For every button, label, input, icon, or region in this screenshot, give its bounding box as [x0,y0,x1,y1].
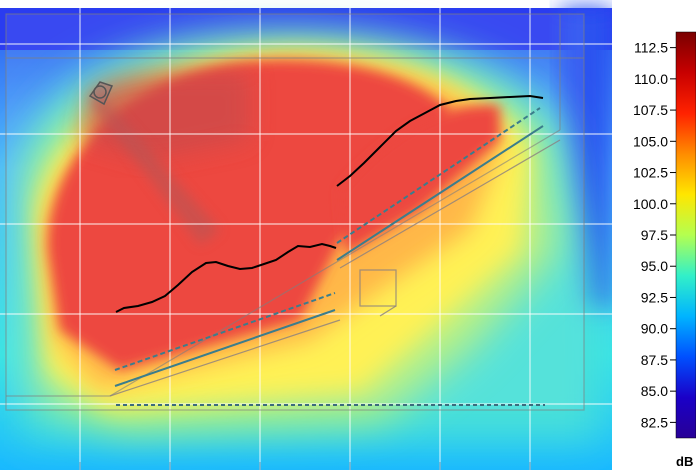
colorbar-tick-label: 85.0 [641,383,668,399]
noise-source-icon [88,81,114,106]
colorbar-tick-label: 105.0 [633,133,668,149]
road-lines [109,107,561,406]
grid-lines [0,8,612,470]
colorbar-tick-label: 97.5 [641,227,668,243]
road-edge-upper [339,139,561,269]
colorbar-tick-label: 107.5 [633,102,668,118]
colorbar-tick-label: 90.0 [641,321,668,337]
terrain-line-upper [336,94,544,187]
colorbar-scale [675,31,696,439]
x-axis-ticks [79,462,531,470]
colorbar-tick-label: 112.5 [634,40,668,56]
level-source-ray [90,90,220,245]
road-line-upper-solid [336,125,544,261]
building-outline [359,269,397,317]
road-line-lower-dashed [114,292,336,371]
colorbar-tick-label: 110.0 [634,71,668,87]
colorbar-tick-label: 102.5 [633,165,668,181]
terrain-line-lower [115,242,337,313]
noise-level-layers [20,33,600,441]
colorbar-tick-label: 100.0 [633,196,668,212]
area-outlines [5,13,585,411]
noise-heatmap [0,8,612,470]
colorbar-tick-label: 92.5 [641,289,668,305]
road-edge-lower [109,319,341,397]
colorbar-tick-label: 87.5 [641,352,668,368]
level-red-right [340,104,500,256]
road-line-upper-dashed [336,107,541,244]
road-line-lower-solid [114,309,336,387]
colorbar-ticks: 112.5 110.0 107.5 105.0 102.5 100.0 97.5 95.0 92… [633,40,676,430]
colorbar-tick-label: 95.0 [641,258,668,274]
terrain-lines [115,94,544,313]
colorbar-tick-label: 82.5 [641,414,668,430]
colorbar-unit-label: dB [676,454,693,469]
